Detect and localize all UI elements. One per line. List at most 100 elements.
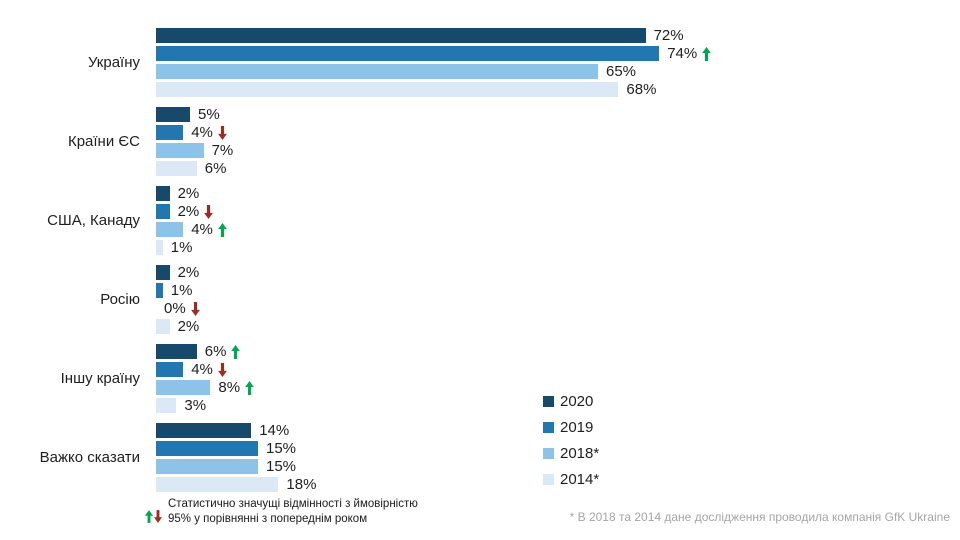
bar (156, 240, 163, 255)
value-label: 14% (259, 422, 290, 439)
value-label: 4% (191, 124, 213, 141)
value-label: 65% (606, 63, 637, 80)
bar (156, 441, 258, 456)
value-label: 8% (218, 379, 241, 396)
bar (156, 265, 170, 280)
bar-row: 72% (156, 27, 712, 44)
category-bars: 5% 4% 7% 6% (156, 106, 233, 177)
category-bars: 2% 1% 0% 2% (156, 264, 201, 335)
bar (156, 125, 184, 140)
significance-arrows (145, 509, 162, 527)
source-footnote: * В 2018 та 2014 дане дослідження провод… (569, 510, 950, 524)
bar (156, 477, 279, 492)
bar-row: 74% (156, 45, 712, 62)
legend-label: 2020 (560, 392, 594, 410)
bar-row: 14% (156, 422, 316, 439)
bar (156, 344, 197, 359)
bar (156, 222, 184, 237)
category-bars: 72% 74% 65% 68% (156, 27, 712, 98)
category-group: Іншу країну 6% 4% 8% 3% (0, 343, 712, 414)
bar-row: 5% (156, 106, 233, 123)
bar-row: 0% (156, 300, 201, 317)
category-label: Україну (87, 54, 140, 71)
legend-swatch (543, 447, 554, 459)
category-label: США, Канаду (47, 212, 140, 229)
value-label: 3% (184, 397, 207, 414)
bar-row: 4% (156, 124, 233, 141)
arrow-up-icon (231, 344, 241, 359)
bar-row: 1% (156, 239, 228, 256)
bar (156, 107, 190, 122)
bar-row: 4% (156, 361, 255, 378)
legend-swatch (543, 395, 554, 407)
significance-text-line2: 95% у порівнянні з попереднім роком (168, 513, 368, 525)
value-label: 1% (170, 282, 193, 299)
category-label: Іншу країну (60, 370, 140, 387)
bar-row: 8% (156, 379, 255, 396)
legend-label: 2018* (560, 444, 600, 462)
arrow-up-icon (702, 46, 712, 61)
category-group: Україну 72% 74% 65% 68% (0, 27, 712, 98)
value-label: 2% (177, 203, 200, 220)
value-label: 15% (266, 458, 297, 475)
bar (156, 46, 660, 61)
bar-row: 2% (156, 264, 201, 281)
category-bars: 14% 15% 15% 18% (156, 422, 316, 493)
bar-row: 6% (156, 343, 255, 360)
category-group: США, Канаду 2% 2% 4% 1% (0, 185, 712, 256)
value-label: 72% (653, 27, 684, 44)
arrow-down-icon (218, 362, 227, 377)
bar (156, 380, 211, 395)
bar (156, 459, 258, 474)
value-label: 2% (177, 185, 200, 202)
bar-chart: Україну 72% 74% 65% 68% Країни ЄС 5% 4% 7% 6% США,… (0, 27, 712, 502)
bar (156, 423, 252, 438)
legend-item: 2014* (543, 470, 600, 488)
value-label: 4% (191, 221, 213, 238)
arrow-down-icon (190, 301, 200, 316)
category-group: Росію 2% 1% 0% 2% (0, 264, 712, 335)
significance-footnote: Статистично значущі відмінності з ймовір… (145, 497, 418, 527)
value-label: 15% (266, 440, 297, 457)
legend-item: 2020 (543, 392, 599, 410)
category-group: Країни ЄС 5% 4% 7% 6% (0, 106, 712, 177)
category-bars: 6% 4% 8% 3% (156, 343, 255, 414)
arrow-up-icon (218, 222, 227, 237)
value-label: 2% (177, 318, 200, 335)
legend-label: 2014* (560, 470, 600, 488)
bar-row: 2% (156, 185, 228, 202)
bar-row: 18% (156, 476, 316, 493)
arrow-up-icon (145, 510, 153, 523)
value-label: 74% (667, 45, 698, 62)
bar (156, 398, 177, 413)
bar (156, 283, 163, 298)
arrow-up-icon (245, 380, 254, 395)
bar (156, 204, 170, 219)
category-label: Країни ЄС (67, 133, 140, 150)
legend-item: 2018* (543, 444, 600, 462)
bar-row: 4% (156, 221, 228, 238)
bar-row: 2% (156, 203, 228, 220)
value-label: 6% (204, 343, 227, 360)
bar-row: 7% (156, 142, 233, 159)
category-group: Важко сказати 14% 15% 15% 18% (0, 422, 712, 493)
arrow-down-icon (218, 125, 227, 140)
legend-label: 2019 (560, 418, 594, 436)
bar (156, 186, 170, 201)
bar (156, 362, 184, 377)
category-label: Росію (100, 291, 140, 308)
arrow-down-icon (154, 510, 162, 523)
bar-row: 15% (156, 440, 316, 457)
bar (156, 161, 197, 176)
bar-row: 6% (156, 160, 233, 177)
bar-row: 2% (156, 318, 201, 335)
significance-text-line1: Статистично значущі відмінності з ймовір… (168, 498, 418, 510)
significance-text: Статистично значущі відмінності з ймовір… (168, 497, 418, 527)
value-label: 68% (626, 81, 657, 98)
bar-row: 68% (156, 81, 712, 98)
value-label: 4% (191, 361, 213, 378)
legend-item: 2019 (543, 418, 599, 436)
value-label: 5% (198, 106, 220, 123)
category-label: Важко сказати (39, 449, 140, 466)
